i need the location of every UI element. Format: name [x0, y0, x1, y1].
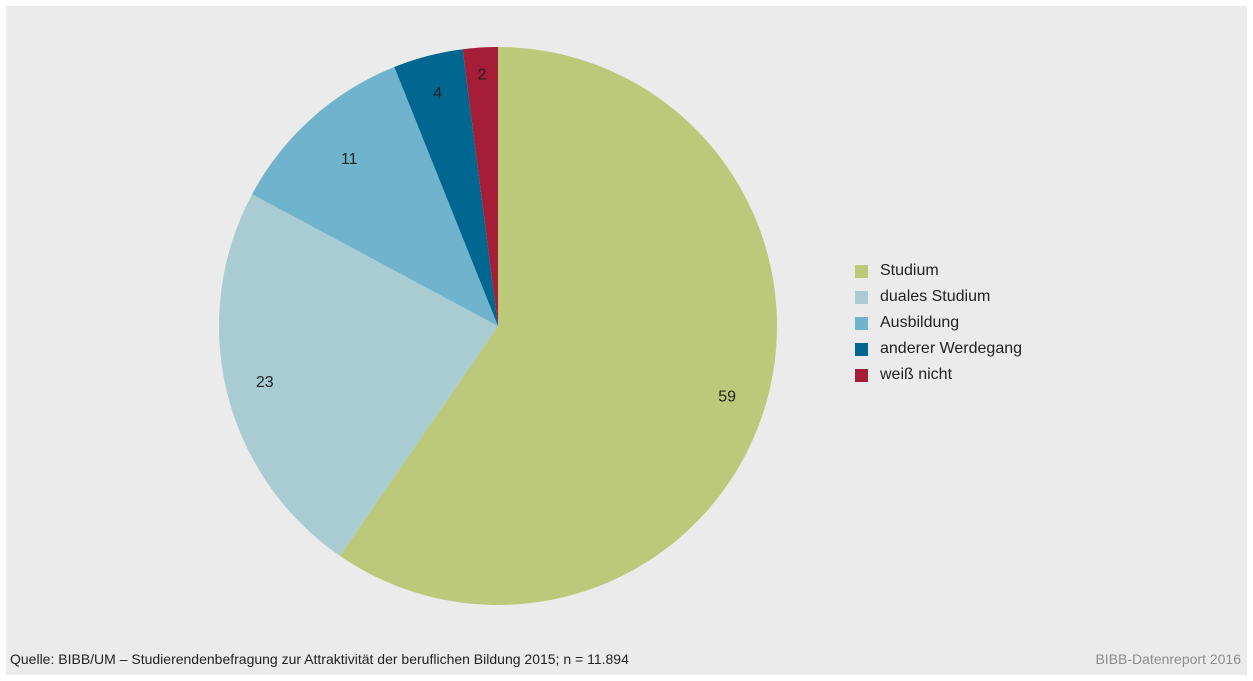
legend-swatch-ausbildung [855, 316, 868, 330]
legend-item-weiss-nicht: weiß nicht [855, 362, 1022, 388]
legend-swatch-anderer-werdegang [855, 342, 868, 356]
legend-swatch-duales-studium [855, 290, 868, 304]
legend-label-studium: Studium [880, 262, 939, 279]
pie-slice-duales-studium [218, 194, 499, 556]
data-label-weiss-nicht: 2 [478, 67, 487, 84]
data-label-studium: 59 [718, 388, 736, 405]
legend: Studium duales Studium Ausbildung andere… [855, 258, 1022, 388]
pie-slice-weiss-nicht [462, 46, 498, 326]
pie-slice-studium [339, 47, 777, 605]
legend-swatch-studium [855, 264, 868, 278]
data-label-duales-studium: 23 [256, 374, 274, 391]
legend-swatch-weiss-nicht [855, 368, 868, 382]
legend-item-duales-studium: duales Studium [855, 284, 1022, 310]
chart-frame: 59 23 11 4 2 Studium duales Studium Ausbildu… [6, 6, 1247, 675]
source-note: Quelle: BIBB/UM – Studierendenbefragung … [10, 651, 629, 667]
legend-item-ausbildung: Ausbildung [855, 310, 1022, 336]
legend-label-weiss-nicht: weiß nicht [880, 366, 953, 383]
data-label-ausbildung: 11 [341, 151, 358, 168]
legend-label-ausbildung: Ausbildung [880, 314, 960, 331]
pie-slice-anderer-werdegang [394, 49, 498, 327]
legend-label-anderer-werdegang: anderer Werdegang [880, 340, 1023, 357]
legend-item-anderer-werdegang: anderer Werdegang [855, 336, 1022, 362]
legend-item-studium: Studium [855, 258, 1022, 284]
pie-chart: 59 23 11 4 2 [218, 46, 777, 605]
legend-label-duales-studium: duales Studium [880, 288, 991, 305]
credit-note: BIBB-Datenreport 2016 [1095, 651, 1241, 667]
pie-slice-ausbildung [252, 66, 498, 327]
data-label-anderer-werdegang: 4 [433, 85, 442, 102]
